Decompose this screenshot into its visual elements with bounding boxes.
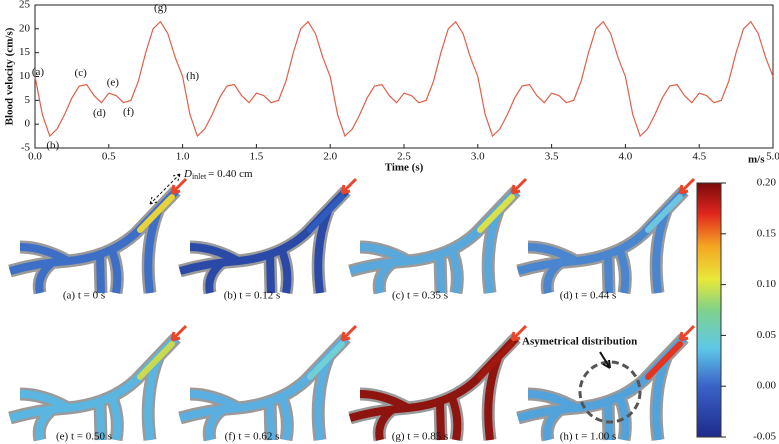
panel-caption: (d) t = 0.44 s (560, 290, 617, 302)
panel-caption: (a) t = 0 s (63, 290, 105, 302)
colorbar-tick-label: 0.05 (757, 329, 777, 341)
vessel-g (350, 326, 526, 440)
x-tick-label: 5.0 (766, 151, 779, 163)
colorbar-tick-label: 0.20 (757, 177, 777, 189)
x-tick-label: 4.5 (692, 151, 706, 163)
y-axis-label: Blood velocity (cm/s) (4, 27, 16, 125)
colorbar-tick-label: 0.15 (757, 227, 777, 239)
colorbar-unit: m/s (748, 154, 765, 166)
point-annotation: (d) (93, 107, 106, 119)
velocity-line (34, 20, 774, 138)
point-annotation: (g) (154, 2, 167, 14)
panel-caption: (b) t = 0.12 s (224, 290, 281, 302)
vessel-b (180, 179, 356, 293)
panel-caption: (c) t = 0.35 s (392, 290, 448, 302)
x-tick-label: 2.0 (323, 151, 337, 163)
point-annotation: (e) (107, 77, 120, 89)
y-tick-label: 15 (19, 46, 31, 58)
point-annotation: (a) (32, 66, 45, 78)
point-annotation: (b) (46, 140, 59, 152)
vessel-e (10, 326, 186, 440)
inlet-label: Dinlet = 0.40 cm (183, 168, 253, 181)
panels: Dinlet = 0.40 cm Asymetrical distribution… (10, 168, 694, 443)
x-tick-label: 0.5 (102, 151, 116, 163)
colorbar-tick-label: 0.10 (757, 278, 777, 290)
panel-caption: (f) t = 0.62 s (225, 431, 280, 443)
x-tick-label: 1.0 (176, 151, 190, 163)
colorbar-tick-label: 0.00 (757, 380, 777, 392)
panel-caption: (e) t = 0.50 s (56, 431, 112, 443)
y-tick-label: 0 (25, 118, 31, 130)
colorbar-tick-label: -0.05 (753, 431, 776, 443)
asymmetry-label: Asymetrical distribution (522, 336, 637, 348)
inlet-diameter-arrow (149, 173, 181, 205)
y-tick-label: 10 (19, 70, 31, 82)
point-annotation: (f) (123, 106, 134, 118)
y-tick-label: -5 (21, 142, 31, 154)
point-annotation: (h) (186, 70, 199, 82)
x-axis-label: Time (s) (385, 162, 424, 174)
x-tick-label: 3.5 (545, 151, 559, 163)
y-tick-label: 5 (25, 94, 31, 106)
colorbar-scale (696, 182, 722, 438)
colorbar: m/s 0.20 0.15 0.10 0.05 0.00 -0.05 (696, 154, 777, 443)
vessel-c (350, 179, 526, 293)
panel-caption: (g) t = 0.85 s (392, 431, 449, 443)
x-tick-label: 0.0 (28, 151, 42, 163)
vessel-f (180, 326, 356, 440)
x-tick-label: 1.5 (250, 151, 264, 163)
x-tick-label: 2.5 (397, 151, 411, 163)
vessel-d (518, 179, 694, 293)
asymmetry-circle (578, 360, 642, 424)
panel-caption: (h) t = 1.00 s (560, 431, 617, 443)
y-tick-label: 20 (19, 22, 31, 34)
y-tick-label: 25 (19, 0, 31, 11)
point-annotation: (c) (75, 67, 88, 79)
velocity-plot: -5 0 5 10 15 20 25 0.0 0.5 1.0 1.5 2.0 2.5 3.0 3.5 4.0 4… (4, 0, 779, 174)
vessel-a (10, 179, 186, 293)
x-tick-label: 3.0 (471, 151, 485, 163)
x-tick-label: 4.0 (619, 151, 633, 163)
asymmetry-arrow (599, 351, 611, 369)
plot-frame (34, 4, 774, 149)
